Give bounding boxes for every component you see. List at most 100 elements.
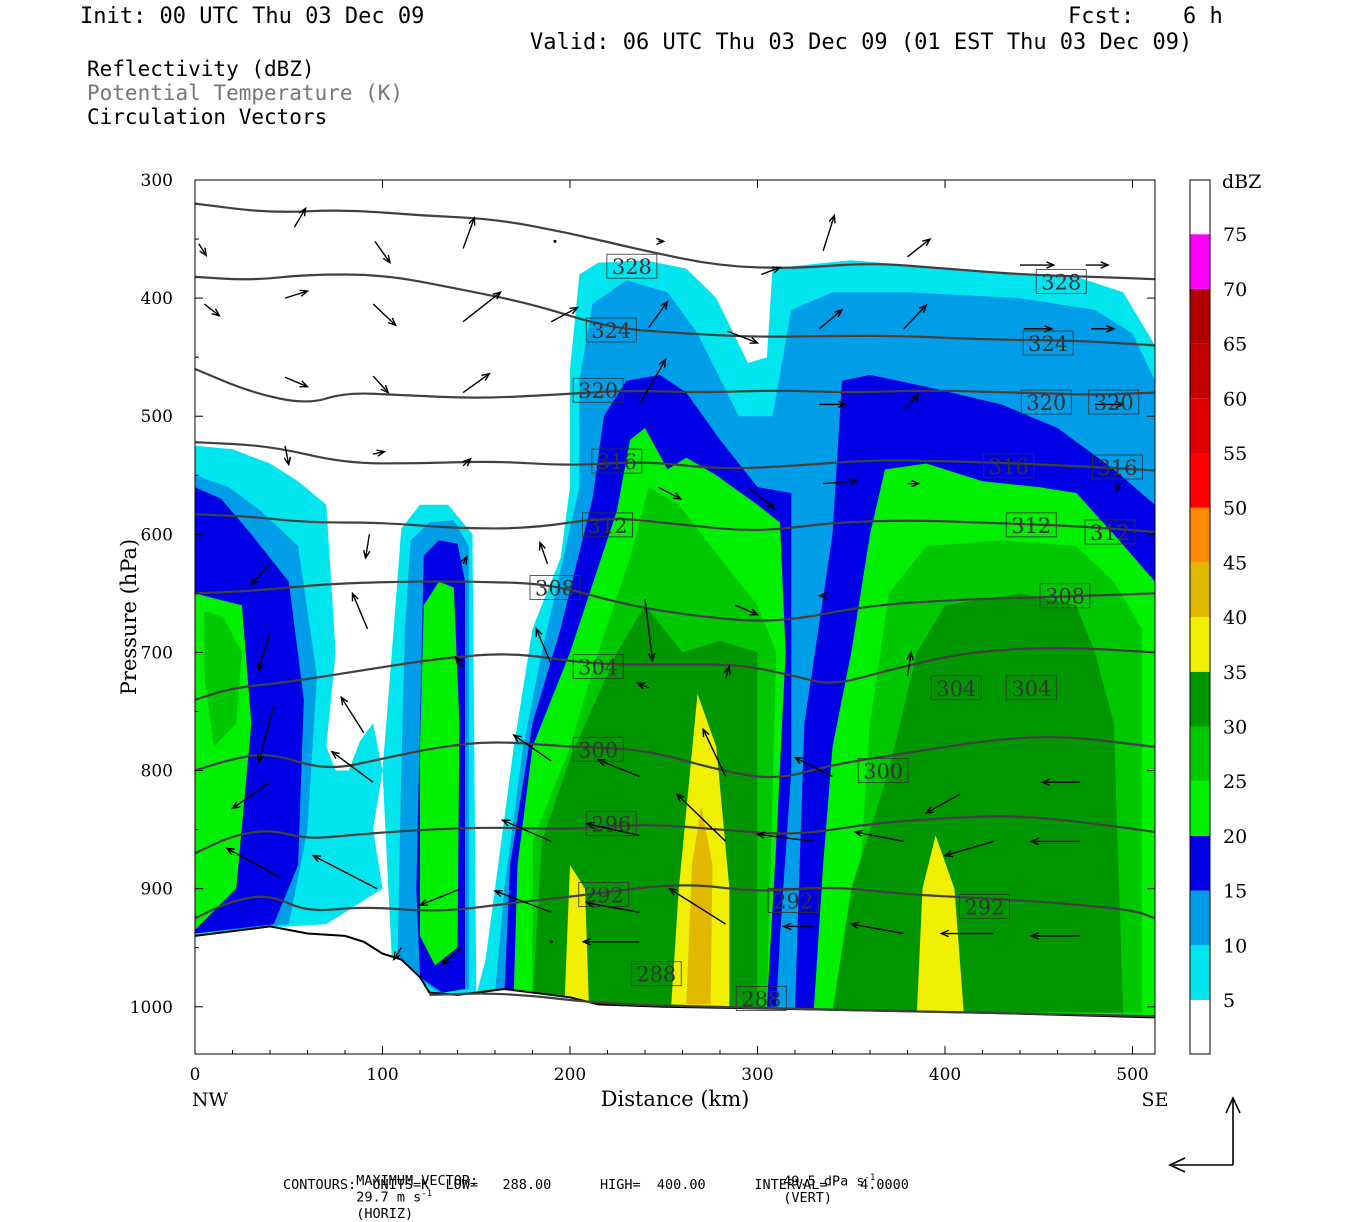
theta-label-316: 316 xyxy=(983,453,1035,479)
vector-head xyxy=(667,887,678,896)
vector-shaft xyxy=(944,840,994,857)
vector-arrow xyxy=(1113,482,1122,493)
vector-head xyxy=(512,734,522,743)
theta-label-text: 292 xyxy=(584,884,624,908)
theta-label-box xyxy=(585,317,637,343)
vector-arrow xyxy=(1040,778,1080,787)
vector-head xyxy=(793,756,804,765)
vector-head xyxy=(1115,400,1125,409)
vector-arrow xyxy=(656,237,666,246)
vector-head xyxy=(363,550,371,560)
colorbar-unit: dBZ xyxy=(1222,171,1261,193)
theta-contour-320 xyxy=(195,367,1155,403)
theta-label-box xyxy=(983,453,1035,479)
vector-shaft xyxy=(393,947,402,960)
theta-label-304: 304 xyxy=(1005,675,1057,701)
vector-head xyxy=(1100,261,1110,269)
y-tick-label: 700 xyxy=(141,643,173,663)
vector-arrow xyxy=(853,829,904,843)
colorbar-band xyxy=(1190,945,1210,1000)
vector-head xyxy=(849,477,859,486)
theta-contour-304 xyxy=(195,646,1155,701)
vector-head xyxy=(635,682,646,690)
vector-shaft xyxy=(258,705,275,763)
theta-label-box xyxy=(958,893,1010,919)
vector-shaft xyxy=(638,359,667,405)
vector-head xyxy=(853,829,863,837)
x-axis-title: Distance (km) xyxy=(601,1087,750,1111)
vector-shaft xyxy=(597,759,640,778)
theta-label-text: 316 xyxy=(597,450,637,474)
vector-head xyxy=(535,627,543,637)
nw-label: NW xyxy=(192,1089,229,1111)
vector-shaft xyxy=(462,217,476,249)
vector-shaft xyxy=(198,243,207,256)
theta-label-box xyxy=(578,882,630,907)
theta-label-text: 292 xyxy=(773,889,813,913)
colorbar-band xyxy=(1190,835,1210,891)
vector-head xyxy=(837,400,848,409)
vector-head xyxy=(672,492,683,500)
vector-arrow xyxy=(648,300,669,329)
theta-contour-308 xyxy=(195,580,1155,622)
vector-arrow xyxy=(311,854,378,890)
terrain-mask xyxy=(195,926,1155,1054)
vector-arrow xyxy=(351,591,369,630)
vector-head xyxy=(351,591,359,602)
vector-head xyxy=(675,792,685,802)
vector-head xyxy=(199,247,208,258)
vector-shaft xyxy=(374,241,391,264)
vector-head xyxy=(299,380,310,388)
theta-contour-312 xyxy=(195,513,1155,534)
theta-label-box xyxy=(585,811,637,837)
theta-label-312: 312 xyxy=(1084,519,1136,545)
theta-label-box xyxy=(591,448,643,474)
vector-arrow xyxy=(644,599,656,663)
theta-labels: 328 328 324 324 320 320 320 316 316 316 312 312 312 3… xyxy=(529,253,1143,1011)
colorbar-band xyxy=(1190,398,1210,453)
vector-shaft xyxy=(734,604,758,616)
theta-label-box xyxy=(857,758,909,783)
colorbar-label: 20 xyxy=(1223,826,1247,848)
vector-head xyxy=(749,608,760,616)
vector-head xyxy=(492,291,503,300)
vector-arrow xyxy=(638,357,667,405)
y-tick-label: 400 xyxy=(141,289,173,309)
theta-contours xyxy=(195,202,1155,1018)
vector-arrow xyxy=(512,734,552,762)
vector-shaft xyxy=(669,888,726,925)
vector-arrow xyxy=(585,900,640,913)
y-tick-label: 300 xyxy=(141,171,173,191)
vector-head xyxy=(225,847,235,856)
theta-label-text: 316 xyxy=(1097,456,1137,480)
vector-head xyxy=(911,479,921,488)
colorbar-band xyxy=(1190,671,1210,727)
vector-arrow xyxy=(822,213,836,252)
vector-head xyxy=(468,216,476,226)
vector-arrow xyxy=(1029,932,1080,940)
vector-head xyxy=(1046,261,1056,269)
region-25dbz-west xyxy=(204,611,242,747)
vector-shaft xyxy=(550,306,578,323)
x-tick-label: 100 xyxy=(366,1065,398,1085)
circulation-vectors xyxy=(198,206,1125,966)
vector-shaft xyxy=(203,303,220,317)
vector-arrow xyxy=(284,289,310,299)
theta-label-text: 312 xyxy=(1090,521,1130,545)
vector-head xyxy=(581,938,591,946)
theta-label-text: 312 xyxy=(1011,514,1051,538)
colorbar-label: 15 xyxy=(1223,881,1247,903)
vector-arrow xyxy=(781,922,814,931)
vector-shaft xyxy=(925,793,961,814)
vector-head xyxy=(766,500,776,510)
theta-label-316: 316 xyxy=(591,448,643,474)
colorbar-band xyxy=(1190,234,1210,289)
vector-head xyxy=(723,664,731,675)
vector-arrow xyxy=(702,727,727,777)
vector-shaft xyxy=(761,266,781,276)
vector-arrow xyxy=(1020,261,1056,269)
field-potential-temperature: Potential Temperature (K) xyxy=(87,81,404,105)
vector-arrow xyxy=(462,457,472,467)
theta-label-328: 328 xyxy=(1035,269,1087,295)
theta-label-box xyxy=(1039,583,1091,609)
